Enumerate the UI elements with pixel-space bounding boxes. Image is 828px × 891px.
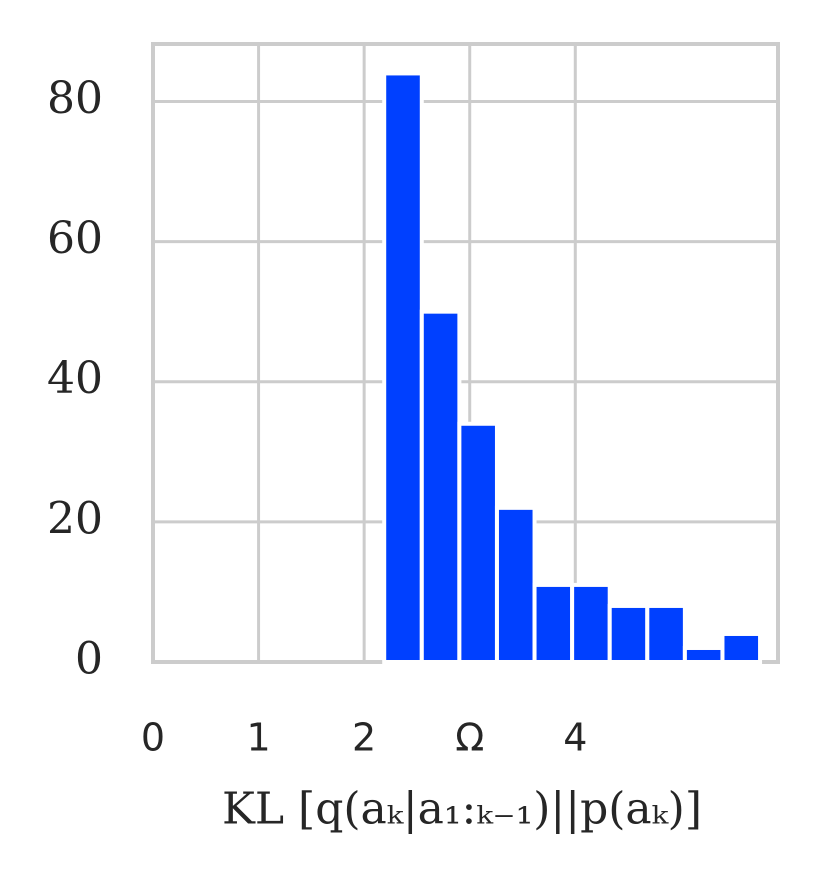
y-tick-label: 40 xyxy=(47,353,103,404)
bar xyxy=(720,631,763,664)
bar xyxy=(607,603,650,664)
bar xyxy=(682,645,725,664)
y-tick-label: 0 xyxy=(75,634,103,685)
bar xyxy=(645,603,687,664)
y-tick-label: 60 xyxy=(47,213,103,264)
y-tick-label: 20 xyxy=(47,493,103,544)
bar xyxy=(419,309,462,664)
x-tick-label: 2 xyxy=(352,716,376,760)
x-tick-label: 4 xyxy=(563,716,587,760)
x-tick-label: Ω xyxy=(455,716,484,760)
y-tick-label: 80 xyxy=(47,73,103,124)
x-tick-label: 0 xyxy=(141,716,165,760)
bar xyxy=(570,582,612,664)
bar xyxy=(532,582,575,664)
bar xyxy=(382,71,424,664)
x-tick-label: 1 xyxy=(246,716,270,760)
bar xyxy=(457,421,499,664)
bar xyxy=(494,505,537,664)
x-axis-label: KL [q(aₖ|a₁:ₖ₋₁)||p(aₖ)] xyxy=(222,784,702,835)
